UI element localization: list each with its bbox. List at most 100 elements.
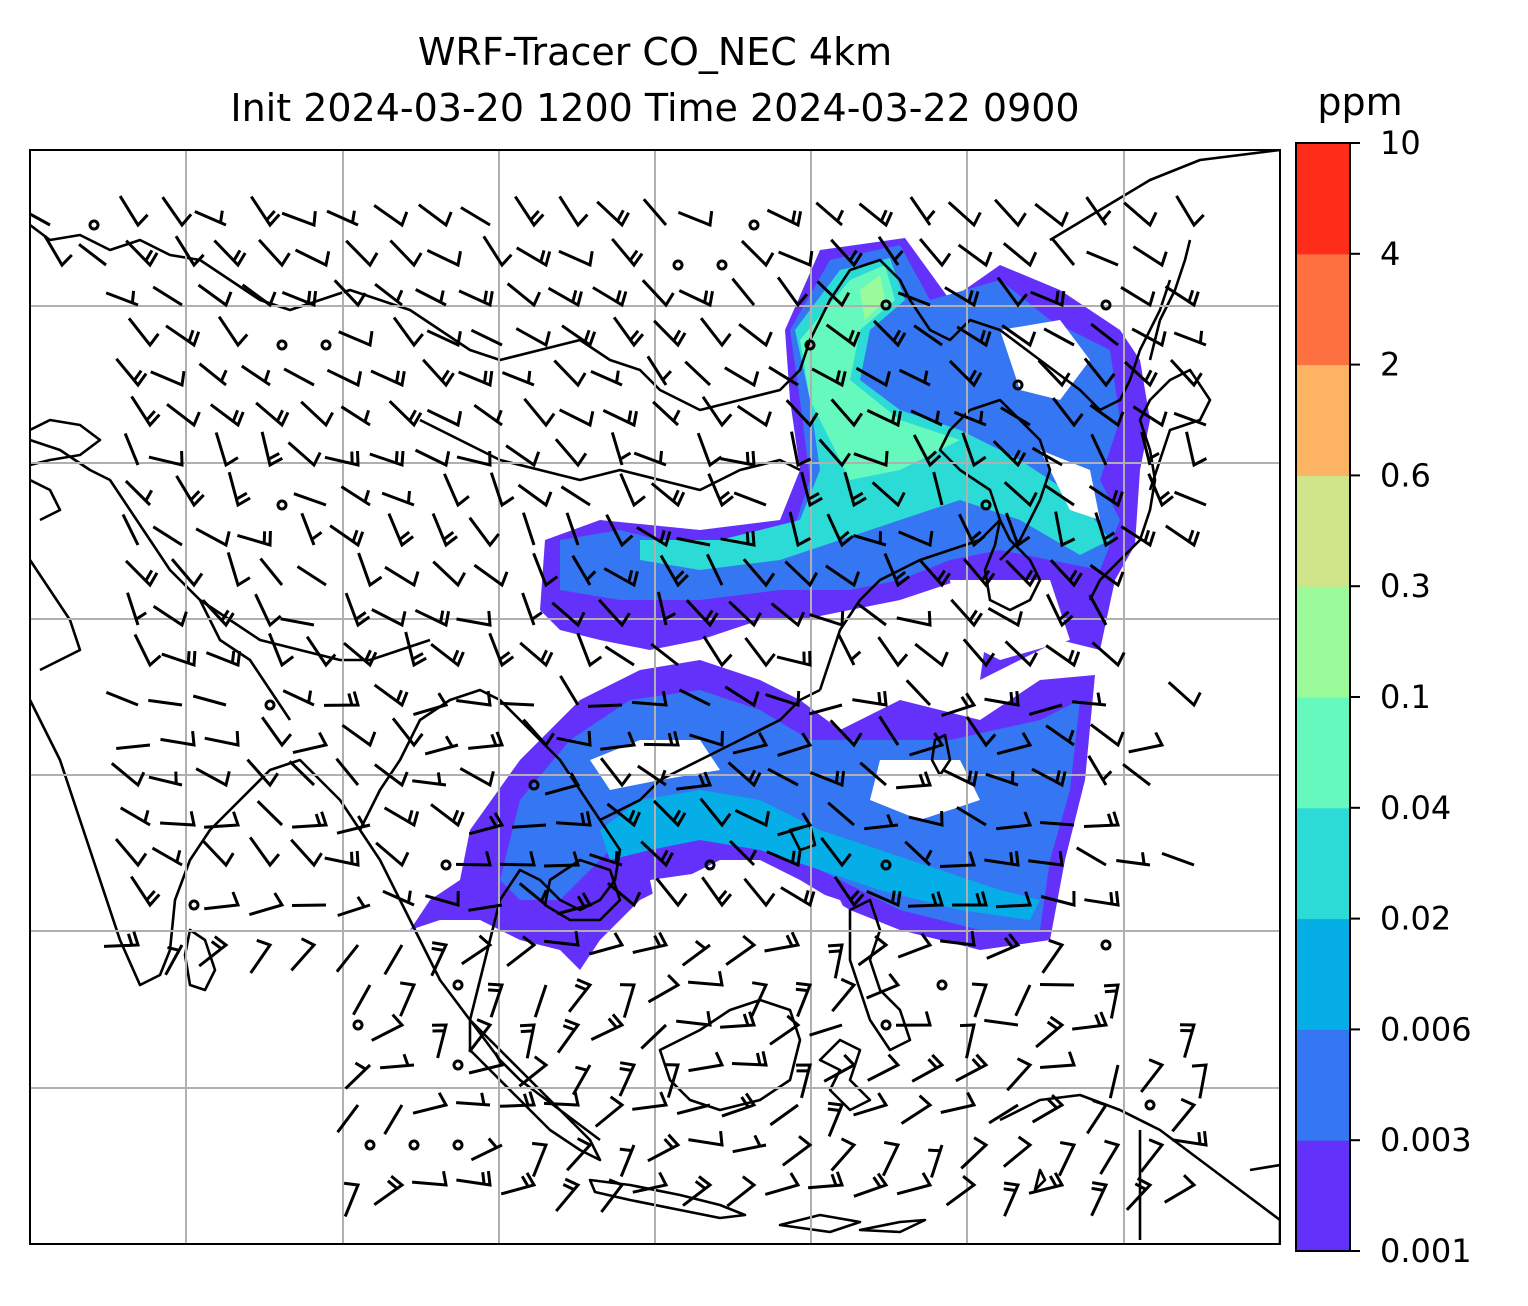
wind-barb bbox=[631, 690, 668, 707]
wind-barb bbox=[544, 772, 581, 796]
wind-barb bbox=[417, 203, 453, 228]
wind-barb bbox=[1169, 358, 1203, 388]
wind-barb bbox=[558, 249, 594, 268]
wind-barb bbox=[432, 560, 467, 588]
wind-barb bbox=[956, 325, 992, 348]
wind-barb bbox=[600, 731, 637, 751]
wind-barb bbox=[776, 276, 809, 308]
wind-barb bbox=[895, 1011, 932, 1027]
calm-wind-marker bbox=[880, 299, 892, 311]
wind-barb bbox=[1072, 1011, 1109, 1031]
wind-barb bbox=[127, 317, 160, 348]
wind-barb bbox=[959, 1023, 976, 1059]
wind-barb bbox=[1035, 1015, 1065, 1049]
wind-barb bbox=[1090, 1181, 1109, 1217]
wind-barb bbox=[150, 370, 186, 388]
wind-barb bbox=[809, 1023, 843, 1037]
wind-barb bbox=[554, 438, 588, 468]
wind-barb bbox=[470, 328, 503, 347]
wind-barb bbox=[907, 891, 945, 908]
wind-barb bbox=[250, 195, 281, 228]
wind-barb bbox=[941, 692, 977, 717]
wind-barb bbox=[1014, 984, 1032, 1017]
map-panel[interactable] bbox=[20, 150, 1280, 1244]
colorbar-segment bbox=[1296, 697, 1350, 809]
wind-barb bbox=[952, 891, 988, 907]
wind-barb bbox=[908, 810, 944, 827]
wind-barb bbox=[689, 730, 724, 748]
wind-barb bbox=[1040, 890, 1076, 907]
wind-barb bbox=[1043, 327, 1075, 347]
wind-barb bbox=[612, 316, 645, 348]
wind-barb bbox=[371, 608, 407, 628]
wind-barb bbox=[655, 877, 688, 908]
wind-barb bbox=[399, 981, 417, 1017]
wind-barb bbox=[795, 1063, 812, 1099]
wind-barb bbox=[940, 1091, 977, 1114]
calm-wind-marker bbox=[364, 1139, 376, 1151]
wind-barb bbox=[811, 367, 847, 388]
wind-barb bbox=[1173, 490, 1207, 507]
wind-barb bbox=[555, 1177, 581, 1213]
wind-barb bbox=[606, 882, 642, 908]
wind-barb bbox=[1037, 359, 1071, 388]
wind-barb bbox=[1089, 723, 1125, 748]
wind-barb bbox=[561, 324, 597, 348]
wind-barb bbox=[606, 802, 641, 828]
wind-barb bbox=[374, 283, 404, 307]
wind-barb bbox=[684, 360, 712, 387]
wind-barb bbox=[195, 527, 231, 548]
calm-wind-marker bbox=[452, 1059, 464, 1071]
calm-wind-marker bbox=[276, 339, 288, 351]
wind-barb bbox=[375, 841, 410, 868]
wind-barb bbox=[602, 409, 638, 428]
wind-barb bbox=[877, 636, 909, 668]
wind-barb bbox=[1039, 1051, 1077, 1069]
wind-barb bbox=[195, 767, 231, 788]
wind-barb bbox=[985, 771, 1019, 787]
wind-barb bbox=[488, 632, 515, 668]
wind-barb bbox=[642, 198, 668, 226]
wind-barb bbox=[499, 701, 535, 707]
wind-barb bbox=[825, 323, 861, 348]
colorbar-segment bbox=[1296, 253, 1350, 366]
wind-barb bbox=[864, 813, 899, 831]
wind-barb bbox=[1164, 285, 1200, 308]
wind-barb bbox=[430, 941, 449, 977]
wind-barb bbox=[957, 243, 993, 268]
wind-barb bbox=[240, 364, 271, 387]
wind-barb bbox=[506, 935, 537, 967]
wind-barb bbox=[415, 288, 447, 307]
wind-barb bbox=[728, 839, 758, 867]
wind-barb bbox=[588, 932, 625, 956]
wind-barb bbox=[198, 362, 228, 387]
wind-barb bbox=[721, 1092, 757, 1118]
wind-barb bbox=[1006, 1057, 1033, 1092]
wind-barb bbox=[387, 513, 415, 548]
colorbar-segment bbox=[1296, 364, 1350, 476]
wind-barb bbox=[1132, 245, 1168, 268]
wind-barb bbox=[389, 239, 423, 268]
wind-barb bbox=[663, 1063, 680, 1099]
wind-barb bbox=[205, 650, 242, 668]
wind-barb bbox=[121, 513, 140, 546]
wind-barb bbox=[918, 238, 952, 268]
wind-barb bbox=[459, 767, 495, 788]
wind-barb bbox=[676, 1103, 711, 1116]
colorbar-tick-label: 10 bbox=[1380, 124, 1421, 162]
wind-barb bbox=[766, 208, 803, 228]
wind-barb bbox=[914, 642, 949, 668]
wind-barb bbox=[872, 319, 907, 348]
wind-barb bbox=[194, 210, 227, 227]
wind-barb bbox=[858, 202, 894, 228]
wind-barb bbox=[992, 440, 1027, 468]
wind-barb bbox=[290, 937, 317, 972]
wind-barb bbox=[640, 840, 674, 868]
wind-barb bbox=[1091, 641, 1126, 668]
wind-barb bbox=[523, 397, 556, 428]
wind-barb bbox=[118, 195, 149, 228]
wind-barb bbox=[795, 981, 813, 1018]
wind-barb bbox=[958, 513, 986, 548]
wind-barb bbox=[473, 563, 509, 588]
wind-barb bbox=[603, 567, 639, 588]
